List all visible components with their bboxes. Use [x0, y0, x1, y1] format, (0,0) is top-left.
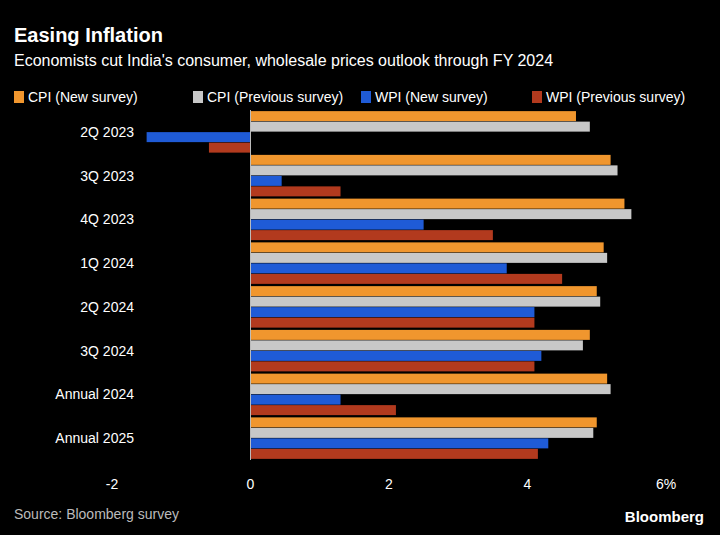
- credit: Bloomberg: [625, 508, 704, 525]
- chart: Easing Inflation Economists cut India's c…: [0, 0, 720, 535]
- bar: [251, 122, 590, 132]
- legend-label: CPI (New survey): [28, 89, 138, 105]
- bar: [251, 253, 608, 263]
- bar: [251, 165, 618, 175]
- tick-label: 2: [385, 476, 393, 492]
- legend-label: WPI (Previous survey): [546, 89, 685, 105]
- bar: [251, 318, 535, 328]
- tick-label: 6%: [656, 476, 676, 492]
- bar: [251, 186, 341, 196]
- bar: [251, 340, 583, 350]
- bar: [251, 220, 424, 230]
- bar: [251, 395, 341, 405]
- bar: [251, 374, 608, 384]
- category-label: 2Q 2023: [80, 124, 134, 140]
- bar: [251, 361, 535, 371]
- bar: [251, 449, 538, 459]
- bar: [251, 307, 535, 317]
- source: Source: Bloomberg survey: [14, 506, 179, 522]
- bar: [251, 155, 611, 165]
- bar: [251, 263, 507, 273]
- bar: [147, 132, 251, 142]
- bar: [251, 111, 576, 121]
- bar: [251, 384, 611, 394]
- category-label: Annual 2025: [55, 430, 134, 446]
- bar: [251, 417, 597, 427]
- legend-label: WPI (New survey): [375, 89, 488, 105]
- category-label: 4Q 2023: [80, 211, 134, 227]
- bar: [251, 209, 632, 219]
- bar: [251, 274, 563, 284]
- title: Easing Inflation: [14, 24, 163, 46]
- bar: [251, 351, 542, 361]
- bar: [251, 297, 601, 307]
- tick-label: 0: [247, 476, 255, 492]
- category-label: 3Q 2023: [80, 168, 134, 184]
- tick-label: 4: [524, 476, 532, 492]
- legend-swatch: [361, 91, 371, 103]
- bar: [251, 176, 282, 186]
- category-label: Annual 2024: [55, 386, 134, 402]
- subtitle: Economists cut India's consumer, wholesa…: [14, 52, 553, 69]
- bar: [209, 143, 251, 153]
- background: [0, 0, 720, 535]
- category-label: 1Q 2024: [80, 255, 134, 271]
- bar: [251, 230, 493, 240]
- bar: [251, 199, 625, 209]
- category-label: 2Q 2024: [80, 299, 134, 315]
- category-label: 3Q 2024: [80, 343, 134, 359]
- bar: [251, 438, 549, 448]
- bars: [147, 111, 632, 459]
- bar: [251, 242, 604, 252]
- bar: [251, 286, 597, 296]
- tick-label: -2: [106, 476, 119, 492]
- zero-line: [250, 110, 251, 460]
- bar: [251, 428, 594, 438]
- legend: CPI (New survey) CPI (Previous survey) WPI…: [14, 89, 685, 105]
- legend-swatch: [14, 91, 24, 103]
- legend-label: CPI (Previous survey): [207, 89, 343, 105]
- legend-swatch: [193, 91, 203, 103]
- legend-swatch: [532, 91, 542, 103]
- bar: [251, 330, 590, 340]
- bar: [251, 405, 396, 415]
